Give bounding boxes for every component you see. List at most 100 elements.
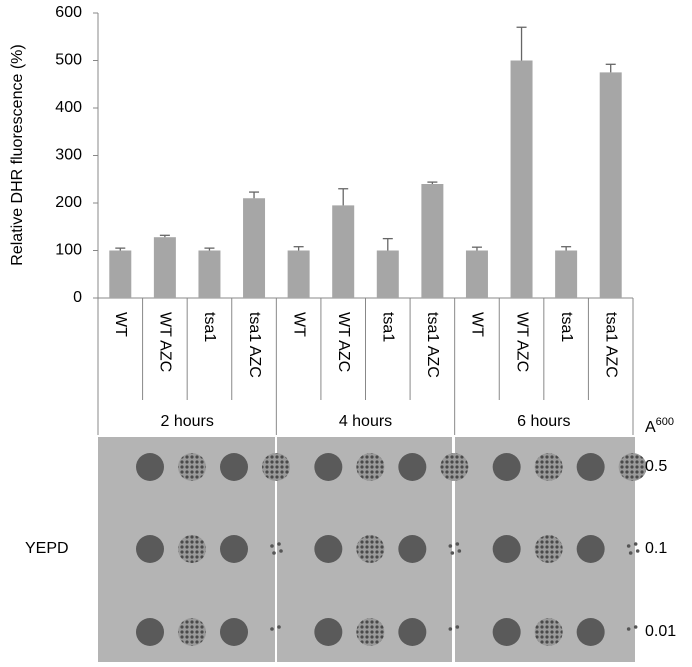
spot [314, 453, 343, 481]
error-bar [516, 26, 527, 61]
error-bar [561, 246, 572, 251]
error-bar [159, 234, 170, 238]
y-tick-label: 300 [55, 147, 82, 164]
y-tick-label: 600 [55, 4, 82, 21]
bar [243, 198, 266, 298]
error-bar [382, 237, 393, 251]
x-tick-label: tsa1 [558, 312, 575, 342]
x-tick-label: tsa1 AZC [424, 312, 441, 378]
medium-label: YEPD [25, 540, 69, 557]
x-tick-label: WT [112, 312, 129, 337]
error-bar [115, 247, 126, 251]
spot [136, 535, 164, 563]
absorbance-label: A600 [645, 416, 674, 436]
colony [457, 549, 462, 553]
error-bar [293, 246, 304, 251]
spot [262, 453, 290, 481]
spot [178, 618, 206, 646]
spot [618, 453, 647, 481]
y-tick-label: 200 [55, 194, 82, 211]
spot [356, 535, 385, 563]
spot [136, 618, 164, 646]
y-tick-label: 400 [55, 99, 82, 116]
absorbance-sup: 600 [656, 416, 674, 428]
colony [628, 551, 633, 555]
group-label: 2 hours [160, 413, 213, 430]
group-label: 6 hours [517, 413, 570, 430]
bar [332, 205, 355, 298]
x-tick-label: tsa1 [380, 312, 397, 342]
spot [576, 618, 605, 646]
dilution-label: 0.5 [645, 458, 667, 475]
x-tick-label: WT AZC [157, 312, 174, 372]
spot [356, 453, 385, 481]
bar [287, 250, 310, 298]
spot [220, 618, 248, 646]
spot [534, 453, 563, 481]
colony [272, 551, 276, 555]
spot [398, 453, 427, 481]
bar [421, 184, 444, 298]
colony [455, 625, 460, 629]
colony [448, 627, 453, 631]
colony [277, 625, 281, 629]
spot [534, 535, 563, 563]
y-tick-label: 500 [55, 52, 82, 69]
colony [448, 544, 453, 548]
spot [534, 618, 563, 646]
spot [398, 618, 427, 646]
spot [492, 453, 521, 481]
spot [356, 618, 385, 646]
bar [376, 250, 399, 298]
x-tick-label: tsa1 AZC [602, 312, 619, 378]
spot [440, 453, 469, 481]
error-bar [338, 188, 349, 206]
colony [626, 544, 631, 548]
spot [220, 535, 248, 563]
spot [178, 453, 206, 481]
spot [576, 535, 605, 563]
error-bar [471, 246, 482, 251]
y-tick-label: 0 [73, 289, 82, 306]
colony [626, 627, 631, 631]
error-bar [427, 181, 438, 184]
colony [277, 542, 281, 546]
plate-image [98, 437, 647, 662]
spot [220, 453, 248, 481]
x-tick-label: WT AZC [335, 312, 352, 372]
absorbance-letter: A [645, 419, 656, 436]
bar [198, 250, 221, 298]
error-bar [249, 191, 260, 199]
spot [492, 618, 521, 646]
spot [314, 535, 343, 563]
spot [314, 618, 343, 646]
bar [510, 60, 533, 298]
bar [599, 72, 622, 298]
spot [136, 453, 164, 481]
spot [398, 535, 427, 563]
y-axis-title: Relative DHR fluorescence (%) [9, 44, 26, 265]
bar [109, 250, 132, 298]
x-tick-label: tsa1 AZC [246, 312, 263, 378]
colony [633, 542, 638, 546]
group-label: 4 hours [339, 413, 392, 430]
x-tick-label: tsa1 [201, 312, 218, 342]
spot [178, 535, 206, 563]
y-tick-label: 100 [55, 242, 82, 259]
colony [279, 549, 283, 553]
colony [270, 627, 274, 631]
colony [633, 625, 638, 629]
colony [270, 544, 274, 548]
bar [555, 250, 578, 298]
spot [576, 453, 605, 481]
bar [465, 250, 488, 298]
dilution-label: 0.01 [645, 623, 676, 640]
error-bar [204, 247, 215, 251]
x-tick-label: WT [290, 312, 307, 337]
colony [455, 542, 460, 546]
spot [492, 535, 521, 563]
x-tick-label: WT [469, 312, 486, 337]
colony [635, 549, 640, 553]
bar [153, 237, 176, 298]
